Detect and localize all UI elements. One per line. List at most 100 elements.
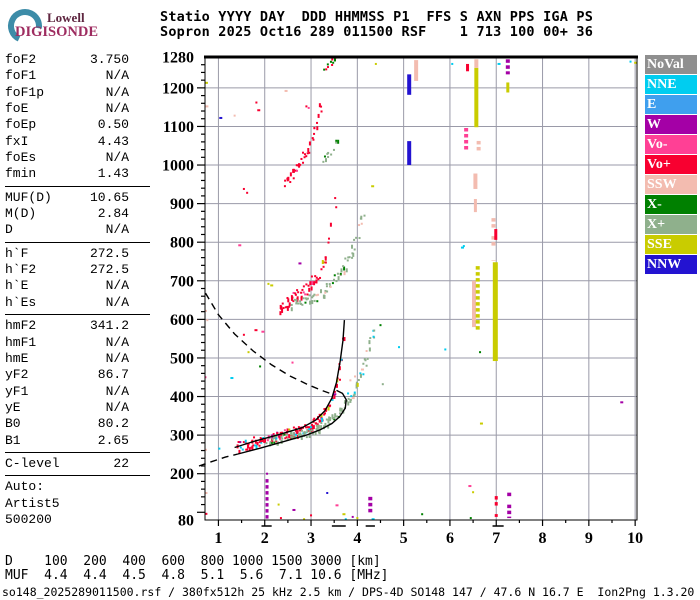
x-tick-label: 6 bbox=[446, 530, 454, 547]
auto-line: Artist5 bbox=[5, 495, 60, 511]
param-row-d: D N/A bbox=[5, 222, 129, 238]
param-label: foEs bbox=[5, 150, 37, 166]
interference-bar bbox=[265, 479, 269, 519]
param-label: h`F2 bbox=[5, 262, 37, 278]
legend-item-ssw: SSW bbox=[645, 175, 697, 194]
curve-true-height-profile bbox=[237, 389, 347, 455]
interference-bar bbox=[466, 63, 470, 72]
direction-legend: NoVal NNE E W Vo- Vo+ SSW X- X+ SSE NNW bbox=[645, 55, 697, 275]
legend-item-x: X- bbox=[645, 195, 697, 214]
axis-ticks bbox=[197, 64, 636, 526]
param-row-foes: foEs N/A bbox=[5, 150, 129, 166]
param-row-hme: hmE N/A bbox=[5, 351, 129, 367]
param-value: 2.65 bbox=[97, 432, 129, 448]
param-label: fxI bbox=[5, 133, 29, 149]
param-value: 0.50 bbox=[97, 117, 129, 133]
param-value: 80.2 bbox=[97, 416, 129, 432]
echo-trace-f-1hop-x bbox=[265, 329, 376, 447]
auto-scaling-block: Auto: Artist5 500200 bbox=[5, 479, 150, 531]
x-tick-label: 10 bbox=[627, 530, 643, 547]
param-value: N/A bbox=[105, 101, 129, 117]
param-label: yF2 bbox=[5, 367, 29, 383]
param-row-md: M(D) 2.84 bbox=[5, 206, 129, 222]
interference-bar bbox=[476, 140, 481, 151]
auto-line: Auto: bbox=[5, 479, 45, 495]
y-tick-label: 600 bbox=[170, 312, 194, 329]
x-tick-label: 3 bbox=[307, 530, 315, 547]
param-label: B1 bbox=[5, 432, 21, 448]
interference-bar bbox=[407, 141, 412, 166]
interference-bar bbox=[491, 218, 496, 261]
interference-bar bbox=[492, 262, 498, 362]
param-row-foep: foEp 0.50 bbox=[5, 117, 129, 133]
param-value: N/A bbox=[105, 68, 129, 84]
param-value: 272.5 bbox=[89, 262, 129, 278]
param-label: yF1 bbox=[5, 383, 29, 399]
interference-bar bbox=[464, 127, 469, 150]
interference-bar bbox=[494, 229, 498, 240]
param-row-hes: h`Es N/A bbox=[5, 295, 129, 311]
y-tick-label: 500 bbox=[170, 350, 194, 367]
y-tick-label: 300 bbox=[170, 428, 194, 445]
param-value: 1.43 bbox=[97, 166, 129, 182]
param-row-b1: B1 2.65 bbox=[5, 433, 129, 449]
x-tick-label: 7 bbox=[492, 530, 500, 547]
param-row-fxi: fxI 4.43 bbox=[5, 134, 129, 150]
param-label: M(D) bbox=[5, 206, 37, 222]
param-value: N/A bbox=[105, 399, 129, 415]
param-value: 10.65 bbox=[89, 189, 129, 205]
param-label: hmE bbox=[5, 350, 29, 366]
param-value: 4.43 bbox=[97, 133, 129, 149]
y-tick-label: 1100 bbox=[163, 119, 194, 136]
param-label: hmF1 bbox=[5, 334, 37, 350]
y-tick-label: 800 bbox=[170, 235, 194, 252]
interference-bar bbox=[494, 496, 498, 517]
interference-bar bbox=[414, 60, 419, 81]
logo-brand-digisonde: DIGISONDE bbox=[15, 24, 98, 40]
param-label: h`Es bbox=[5, 294, 37, 310]
param-row-ye: yE N/A bbox=[5, 400, 129, 416]
param-value: 86.7 bbox=[97, 367, 129, 383]
param-row-yf1: yF1 N/A bbox=[5, 384, 129, 400]
noise-dots bbox=[205, 60, 637, 520]
x-tick-label: 4 bbox=[353, 530, 361, 547]
param-row-foe: foE N/A bbox=[5, 101, 129, 117]
param-value: N/A bbox=[105, 150, 129, 166]
param-row-hmf2: hmF2 341.2 bbox=[5, 318, 129, 334]
param-value: N/A bbox=[105, 294, 129, 310]
interference-bar bbox=[474, 59, 479, 68]
param-value: 2.84 bbox=[97, 206, 129, 222]
param-label: foF2 bbox=[5, 52, 37, 67]
y-tick-label: 400 bbox=[170, 389, 194, 406]
param-value: N/A bbox=[105, 222, 129, 238]
echo-trace-f-4hop bbox=[323, 57, 337, 71]
param-label: B0 bbox=[5, 416, 21, 432]
param-group: C-level 22 bbox=[5, 456, 150, 477]
param-row-fof1: foF1 N/A bbox=[5, 68, 129, 84]
param-value: 272.5 bbox=[89, 245, 129, 261]
interference-bar bbox=[474, 67, 479, 128]
y-tick-label: 200 bbox=[170, 466, 194, 483]
legend-item-w: W bbox=[645, 115, 697, 134]
param-row-hf: h`F 272.5 bbox=[5, 246, 129, 262]
digisonde-logo: Lowell DIGISONDE bbox=[6, 3, 124, 49]
param-label: h`E bbox=[5, 278, 29, 294]
param-value: N/A bbox=[105, 278, 129, 294]
interference-bar bbox=[475, 266, 480, 330]
x-tick-label: 2 bbox=[261, 530, 269, 547]
param-label: foE bbox=[5, 101, 29, 117]
param-row-yf2: yF2 86.7 bbox=[5, 367, 129, 383]
param-row-b0: B0 80.2 bbox=[5, 416, 129, 432]
param-group: MUF(D) 10.65 M(D) 2.84 D N/A bbox=[5, 190, 150, 243]
param-row-fmin: fmin 1.43 bbox=[5, 166, 129, 182]
param-group: h`F 272.5 h`F2 272.5 h`E N/A h`Es N/A bbox=[5, 246, 150, 316]
param-label: MUF(D) bbox=[5, 189, 52, 205]
echo-trace-f-3hop-x bbox=[322, 139, 340, 163]
header-field-names: Statio YYYY DAY DDD HHMMSS P1 FFS S AXN … bbox=[160, 9, 594, 25]
echo-data-layer bbox=[205, 57, 637, 520]
plot-grid bbox=[205, 57, 637, 520]
param-group: hmF2 341.2 hmF1 N/A hmE N/A yF2 86.7 yF1 N/A yE N/A… bbox=[5, 318, 150, 453]
param-value: 341.2 bbox=[89, 318, 129, 334]
param-value: 3.750 bbox=[89, 52, 129, 67]
